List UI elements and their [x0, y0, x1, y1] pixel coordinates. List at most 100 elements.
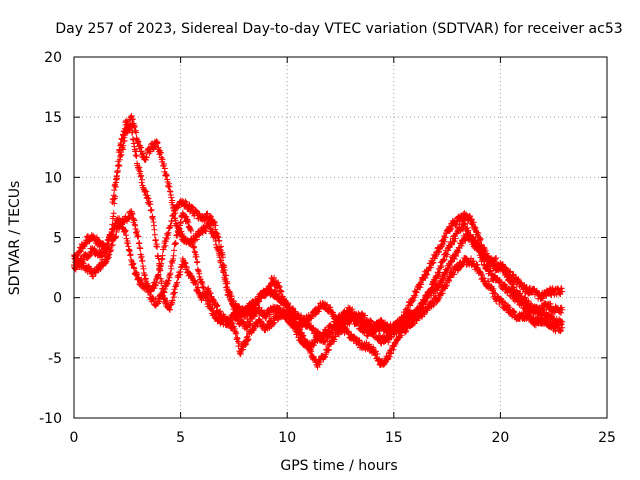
data-point — [525, 298, 532, 305]
data-point — [228, 293, 235, 300]
data-point — [245, 336, 252, 342]
data-point — [547, 300, 554, 307]
data-point — [270, 321, 277, 328]
x-axis-label: GPS time / hours — [280, 458, 397, 474]
data-point — [137, 245, 144, 252]
data-point — [193, 236, 200, 243]
data-point — [451, 271, 458, 278]
data-point — [189, 204, 196, 211]
data-point — [133, 129, 140, 136]
data-point — [224, 284, 231, 291]
data-point — [501, 264, 508, 271]
data-point — [112, 183, 119, 190]
data-point — [310, 325, 317, 332]
data-point — [163, 236, 170, 243]
data-point — [124, 128, 131, 135]
data-point — [284, 302, 291, 309]
data-point — [116, 163, 123, 170]
data-point — [554, 286, 561, 293]
data-point — [556, 289, 563, 296]
y-tick-label: -5 — [48, 351, 62, 367]
data-point — [195, 284, 202, 291]
data-point — [148, 206, 155, 213]
data-point — [133, 153, 140, 160]
data-point — [298, 335, 305, 342]
data-point — [131, 265, 138, 272]
data-point — [240, 346, 247, 353]
data-point — [137, 168, 144, 175]
data-point — [172, 240, 179, 247]
data-point — [370, 344, 377, 351]
data-point — [113, 175, 120, 182]
data-point — [211, 219, 218, 226]
data-point — [509, 313, 516, 320]
data-point — [468, 216, 475, 223]
data-point — [90, 273, 97, 280]
data-point — [177, 220, 184, 227]
data-point — [207, 290, 214, 297]
data-point — [447, 274, 454, 281]
data-point — [152, 296, 159, 303]
data-point — [484, 263, 491, 270]
data-point — [440, 257, 447, 264]
y-tick-label: 10 — [44, 170, 62, 186]
data-point — [510, 271, 517, 278]
plot-frame — [73, 56, 608, 419]
data-point — [558, 309, 565, 316]
y-tick-label: 5 — [53, 231, 62, 247]
data-point — [214, 302, 221, 309]
data-point — [385, 339, 392, 346]
data-point — [559, 324, 566, 331]
data-point — [271, 274, 278, 281]
data-point — [500, 299, 507, 306]
data-point — [154, 243, 161, 250]
data-point — [310, 342, 317, 349]
data-point — [164, 298, 171, 305]
data-point — [127, 251, 134, 258]
data-point — [459, 226, 466, 233]
data-point — [143, 188, 150, 195]
data-point — [446, 263, 453, 270]
data-point — [129, 116, 136, 123]
data-point — [266, 311, 273, 318]
y-tick-label: 0 — [53, 291, 62, 307]
data-point — [271, 319, 278, 326]
data-point — [237, 351, 244, 358]
data-point — [404, 316, 411, 323]
data-point — [493, 255, 500, 262]
data-point — [158, 278, 165, 285]
data-point — [123, 117, 130, 124]
x-tick-label: 5 — [176, 430, 185, 446]
data-point — [470, 219, 477, 226]
data-point — [134, 271, 141, 278]
data-point — [349, 306, 356, 313]
data-point — [152, 236, 159, 243]
data-point — [114, 167, 121, 174]
data-point — [159, 156, 166, 163]
data-point — [266, 318, 273, 325]
data-point — [343, 312, 350, 319]
data-point — [518, 292, 525, 299]
data-point — [187, 227, 194, 234]
data-point — [174, 279, 181, 286]
data-series-track-c — [71, 117, 566, 353]
data-point — [171, 294, 178, 301]
data-point — [203, 228, 210, 235]
data-point — [219, 262, 226, 269]
axis-ticks: 0 5 10 15 20 25 -10 -5 0 5 10 15 20 — [39, 50, 616, 446]
data-point — [233, 329, 240, 336]
data-point — [559, 306, 566, 313]
data-point — [193, 253, 200, 260]
data-point — [172, 210, 179, 217]
x-tick-label: 10 — [278, 430, 296, 446]
data-point — [522, 294, 529, 301]
data-point — [160, 287, 167, 294]
data-point — [430, 259, 437, 266]
data-point — [540, 306, 547, 313]
data-point — [346, 320, 353, 327]
data-point — [392, 325, 399, 332]
data-point — [147, 201, 154, 208]
data-point — [447, 226, 454, 233]
data-point — [156, 260, 163, 267]
data-point — [403, 322, 410, 329]
